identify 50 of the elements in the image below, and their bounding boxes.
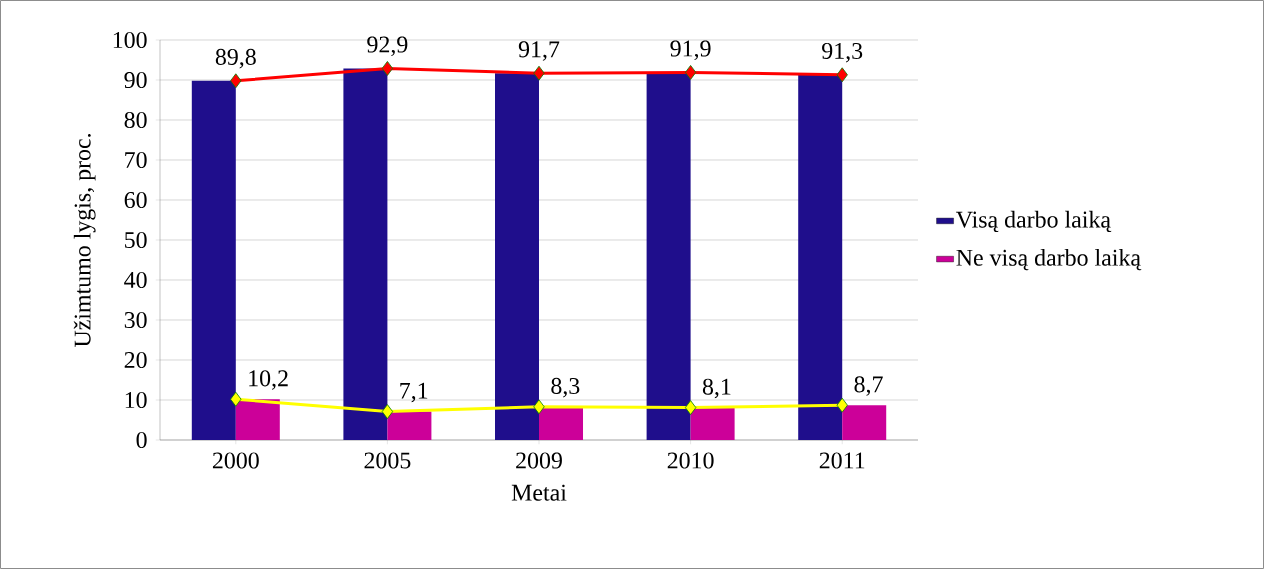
y-tick-label: 0 bbox=[136, 431, 147, 449]
bar bbox=[539, 406, 584, 440]
y-tick-label: 60 bbox=[124, 191, 147, 209]
data-label: 8,7 bbox=[854, 376, 883, 396]
y-tick-label: 20 bbox=[124, 351, 147, 369]
point bbox=[230, 73, 242, 89]
y-tick-label: 30 bbox=[124, 311, 147, 329]
x-tick-label: 2005 bbox=[364, 452, 411, 469]
point bbox=[836, 67, 848, 83]
data-label: 7,1 bbox=[400, 382, 428, 403]
data-label: 91,3 bbox=[822, 42, 863, 63]
data-label: 89,8 bbox=[215, 48, 256, 69]
y-tick-label: 50 bbox=[125, 231, 147, 249]
point bbox=[533, 65, 545, 81]
bar bbox=[495, 73, 539, 440]
bar bbox=[343, 68, 388, 440]
legend-label: Ne visą darbo laiką bbox=[956, 248, 1142, 271]
bar bbox=[387, 411, 432, 440]
data-label: 10,2 bbox=[249, 370, 288, 390]
data-label: 91,9 bbox=[670, 40, 711, 61]
x-tick-label: 2010 bbox=[667, 452, 714, 469]
bar bbox=[842, 405, 887, 440]
y-tick-label: 70 bbox=[125, 151, 147, 169]
point bbox=[836, 397, 848, 413]
data-label: 92,9 bbox=[367, 36, 408, 57]
point bbox=[684, 400, 697, 415]
bar bbox=[191, 80, 236, 440]
point bbox=[684, 64, 697, 80]
point bbox=[533, 399, 545, 415]
bar bbox=[690, 407, 735, 440]
x-tick-label: 2011 bbox=[819, 452, 865, 469]
y-tick-label: 10 bbox=[125, 391, 147, 409]
bar bbox=[646, 72, 691, 440]
y-tick-label: 100 bbox=[113, 31, 147, 49]
x-tick-label: 2009 bbox=[516, 452, 562, 469]
data-label: 8,1 bbox=[702, 378, 731, 399]
bar bbox=[235, 399, 280, 440]
point bbox=[381, 60, 394, 76]
point bbox=[381, 404, 394, 419]
bar bbox=[798, 74, 843, 440]
x-axis-title: Metai bbox=[511, 484, 567, 501]
data-label: 8,3 bbox=[551, 377, 580, 398]
point bbox=[230, 391, 242, 407]
legend-label: Visą darbo laiką bbox=[956, 210, 1112, 233]
y-tick-label: 90 bbox=[124, 71, 147, 89]
y-axis-title: Užimtumo lygis, proc. bbox=[73, 133, 96, 348]
x-tick-label: 2000 bbox=[212, 452, 259, 469]
data-label: 91,7 bbox=[518, 41, 560, 61]
y-tick-label: 40 bbox=[124, 271, 147, 289]
y-tick-label: 80 bbox=[124, 111, 147, 129]
